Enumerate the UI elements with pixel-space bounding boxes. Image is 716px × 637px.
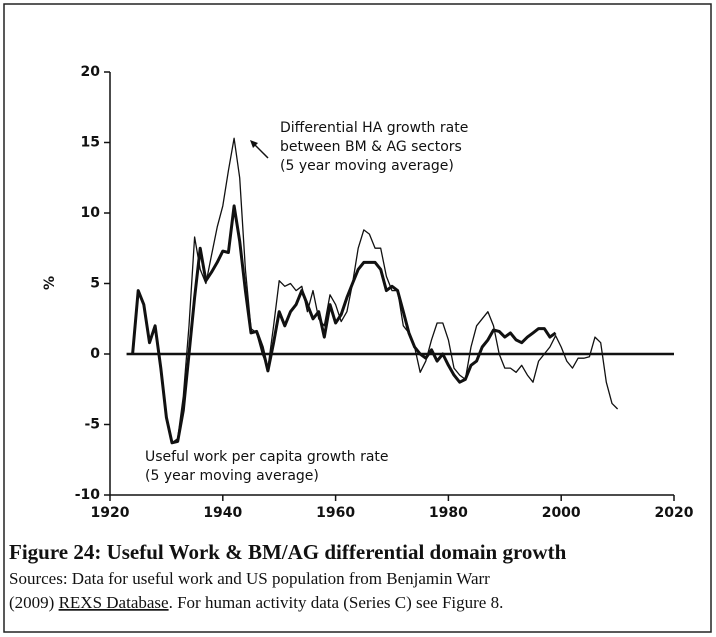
x-tick-label: 2020	[655, 505, 694, 521]
annotation: (5 year moving average)	[145, 468, 319, 484]
series-line	[131, 204, 557, 445]
y-tick-label: 10	[81, 205, 101, 221]
y-tick-label: 0	[90, 346, 100, 362]
y-tick-label: 5	[90, 276, 100, 292]
caption-title: Figure 24: Useful Work & BM/AG different…	[9, 540, 567, 564]
annotation: (5 year moving average)	[280, 158, 454, 174]
x-tick-label: 1920	[91, 505, 130, 521]
y-tick-label: -5	[84, 417, 100, 433]
frame	[3, 3, 712, 633]
x-tick-label: 1940	[203, 505, 242, 521]
caption-source: Sources: Data for useful work and US pop…	[9, 569, 490, 588]
annotation: Differential HA growth rate	[280, 120, 468, 136]
series-line	[131, 137, 619, 444]
y-tick-label: 15	[81, 135, 100, 151]
y-axis-label: %	[42, 276, 58, 290]
arrow-head	[250, 140, 258, 148]
caption-source: (2009)	[9, 593, 59, 612]
caption-source: . For human activity data (Series C) see…	[169, 593, 504, 612]
x-tick-label: 2000	[542, 505, 581, 521]
x-tick-label: 1980	[429, 505, 468, 521]
source-link: REXS Database	[59, 593, 169, 612]
annotation: between BM & AG sectors	[280, 139, 462, 155]
y-tick-label: -10	[75, 487, 101, 503]
y-tick-label: 20	[81, 64, 101, 80]
caption-source: (2009) REXS Database. For human activity…	[9, 593, 503, 612]
annotation: Useful work per capita growth rate	[145, 449, 389, 465]
x-tick-label: 1960	[316, 505, 355, 521]
